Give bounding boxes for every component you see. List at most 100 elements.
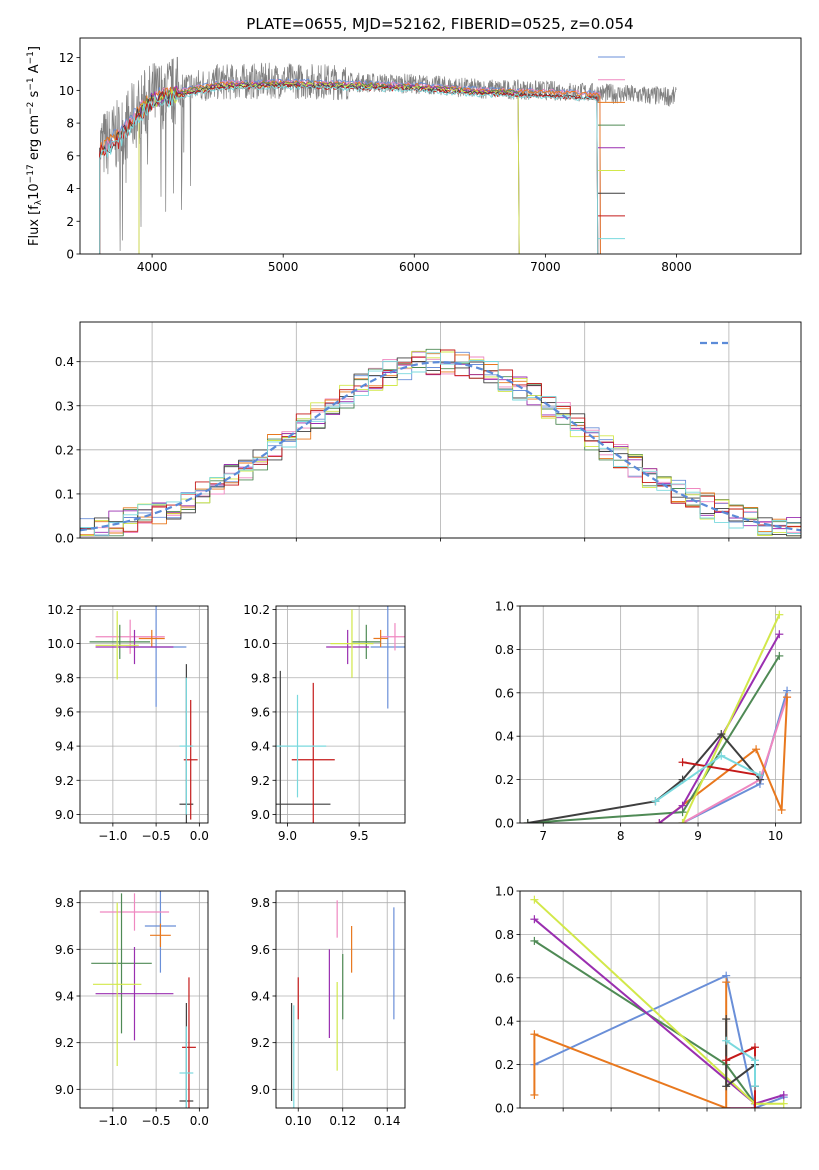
axes-frame	[79, 37, 802, 255]
x-tick-label: 0.14	[374, 1114, 401, 1128]
series-line	[682, 761, 761, 777]
y-tick-label: 0.1	[55, 487, 74, 501]
y-tick-label: 12	[59, 51, 74, 65]
grid	[520, 890, 801, 1109]
y-tick-label: 0.4	[495, 730, 514, 744]
errorbar-kroupa-elodie	[95, 611, 139, 680]
x-tick-label: 9.5	[350, 829, 369, 843]
axes-frame	[519, 890, 802, 1109]
legend	[598, 56, 625, 240]
y-tick-label: 10.2	[47, 603, 74, 617]
y-tick-label: 9.6	[251, 943, 270, 957]
y-tick-label: 0.8	[495, 928, 514, 942]
series-line	[527, 655, 781, 823]
x-tick-label: −1.0	[98, 1114, 127, 1128]
series-chabrier-miles	[678, 686, 792, 823]
y-tick-label: 10.0	[47, 637, 74, 651]
plot-area	[523, 610, 792, 823]
errorbar-salpeter-stelib	[291, 682, 335, 823]
axes-frame	[275, 605, 406, 824]
model-spectrum-kroupa-stelib	[99, 84, 599, 254]
x-tick-label: 10	[768, 829, 783, 843]
y-tick-label: 9.2	[55, 1036, 74, 1050]
y-tick-label: 0.2	[55, 443, 74, 457]
axes-frame	[519, 605, 802, 824]
errorbar-kroupa-stelib	[179, 1026, 194, 1108]
y-tick-label: 9.2	[55, 774, 74, 788]
gaussian-curve	[80, 361, 801, 532]
x-tick-label: 0.10	[285, 1114, 312, 1128]
y-tick-label: 0.0	[495, 1102, 514, 1116]
errorbar-salpeter-elodie	[326, 629, 370, 665]
plot-area	[80, 348, 801, 537]
x-tick-label: 7000	[530, 260, 561, 274]
errorbar-salpeter-miles	[95, 619, 165, 654]
residual-histogram-chabrier-elodie	[80, 348, 801, 537]
errorbar-chabrier-elodie	[351, 624, 381, 659]
x-tick-label: 9.0	[278, 829, 297, 843]
x-tick-label: 7	[539, 829, 547, 843]
x-tick-label: 6000	[399, 260, 430, 274]
y-tick-label: 9.4	[251, 740, 270, 754]
series-line	[533, 940, 756, 1105]
panel-residuals: 0.0 0.1 0.2 0.3 0.4	[55, 321, 802, 546]
errorbar-chabrier-stelib	[276, 670, 331, 823]
residual-histogram-kroupa-stelib	[80, 352, 801, 537]
y-tick-label: 9.0	[251, 808, 270, 822]
errorbar-kroupa-elodie	[92, 902, 142, 1066]
x-tick-label: 4000	[137, 260, 168, 274]
y-tick-label: 10	[59, 84, 74, 98]
grid	[276, 891, 405, 1108]
y-axis-label: Flux [fλ10−17 erg cm−2 s−1 A−1]	[26, 46, 44, 246]
series-chabrier-stelib	[523, 730, 764, 823]
y-tick-label: 9.6	[55, 705, 74, 719]
series-kroupa-stelib	[651, 751, 764, 806]
plot-area	[99, 56, 677, 254]
errorbar-chabrier-elodie	[89, 624, 151, 659]
plot-area	[530, 895, 788, 1108]
y-tick-label: 9.0	[55, 808, 74, 822]
y-tick-label: 9.8	[251, 896, 270, 910]
y-tick-label: 9.6	[251, 705, 270, 719]
y-tick-label: 9.2	[251, 1036, 270, 1050]
errorbar-kroupa-stelib	[276, 694, 327, 798]
y-tick-label: 0.2	[495, 773, 514, 787]
axes-frame	[79, 321, 802, 539]
y-tick-label: 0.3	[55, 399, 74, 413]
y-tick-label: 0.6	[495, 971, 514, 985]
x-tick-label: −0.5	[142, 829, 171, 843]
errorbar-salpeter-elodie	[95, 947, 174, 1041]
y-tick-label: 4	[66, 182, 74, 196]
series-line	[533, 974, 785, 1108]
axes-frame	[79, 605, 209, 824]
series-chabrier-elodie	[530, 936, 759, 1108]
y-tick-label: 9.4	[251, 990, 270, 1004]
series-line	[681, 614, 781, 823]
y-tick-label: 9.4	[55, 990, 74, 1004]
errorbar-kroupa-elodie	[330, 609, 374, 678]
errorbar-salpeter-miles	[99, 893, 170, 931]
y-tick-label: 6	[66, 149, 74, 163]
plot-area	[89, 606, 198, 823]
errorbar-chabrier-elodie	[91, 893, 152, 1034]
errorbar-kroupa-stelib	[179, 677, 194, 815]
y-tick-label: 0.4	[495, 1015, 514, 1029]
y-tick-label: 10.2	[243, 603, 270, 617]
errorbar-kroupa-miles	[373, 629, 388, 648]
errorbar-salpeter-miles	[380, 623, 405, 651]
x-tick-label: −1.0	[98, 829, 127, 843]
x-tick-label: −0.5	[142, 1114, 171, 1128]
panel-mw_vs_age: 7 8 9 10 0.0 0.2 0.4 0.6 0.8 1.0	[495, 600, 802, 843]
errorbar-chabrier-miles	[370, 606, 405, 709]
y-tick-label: 9.8	[251, 671, 270, 685]
y-tick-label: 9.0	[251, 1083, 270, 1097]
panel-age_vs_mass: 9.0 9.5 9.0 9.2 9.4 9.6 9.8 10.0 10.2	[243, 603, 406, 843]
panel-age_vs_Z: −1.0 −0.5 0.0 9.0 9.2 9.4 9.6 9.8 10.0 10.2	[47, 603, 209, 843]
model-spectrum-kroupa-elodie	[138, 82, 520, 254]
plot-area	[276, 606, 405, 823]
axes-frame	[79, 890, 209, 1109]
errorbar-kroupa-miles	[150, 923, 171, 947]
x-tick-label: 5000	[268, 260, 299, 274]
y-tick-label: 0.6	[495, 686, 514, 700]
